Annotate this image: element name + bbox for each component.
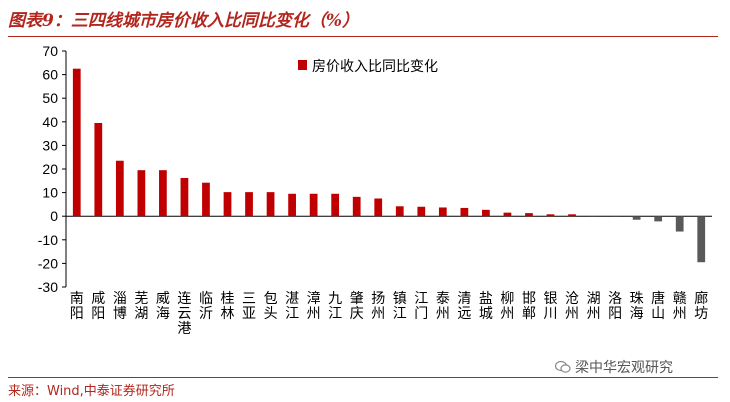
x-tick-label: 南阳	[70, 291, 84, 322]
x-tick-label: 三亚	[242, 291, 256, 322]
bar	[675, 216, 684, 232]
bar	[309, 193, 318, 217]
bar	[331, 193, 340, 217]
x-tick-label: 赣州	[673, 291, 687, 322]
y-tick-label: 60	[42, 67, 58, 83]
bar	[159, 170, 167, 217]
x-tick-label: 清远	[457, 291, 471, 322]
bar	[525, 213, 533, 217]
y-tick-label: -10	[38, 232, 58, 248]
source-note: 来源：Wind,中泰证券研究所	[8, 384, 175, 399]
x-tick-label: 芜湖	[134, 290, 148, 322]
bar	[223, 192, 232, 217]
x-tick-label: 连云港	[177, 291, 191, 337]
bar	[482, 209, 490, 217]
bar	[503, 212, 512, 217]
bar	[245, 192, 253, 217]
title-divider	[8, 36, 718, 37]
bar	[697, 216, 706, 263]
x-tick-label: 威海	[156, 291, 170, 322]
y-tick-label: 50	[42, 90, 58, 106]
bar	[654, 216, 663, 222]
bar	[589, 216, 598, 217]
y-tick-label: -20	[38, 255, 58, 271]
x-tick-label: 珠海	[630, 291, 644, 322]
x-tick-label: 唐山	[651, 290, 665, 322]
x-tick-label: 邯郸	[522, 291, 536, 322]
y-tick-label: -30	[38, 279, 58, 295]
y-tick-label: 10	[42, 185, 58, 201]
bar	[568, 214, 576, 217]
x-tick-label: 湖州	[587, 291, 601, 322]
y-tick-label: 0	[50, 208, 58, 224]
bar	[611, 216, 619, 217]
x-tick-label: 扬州	[371, 291, 385, 322]
chart-title: 图表9：三四线城市房价收入比同比变化（%）	[8, 11, 359, 31]
bar	[94, 122, 103, 217]
bar	[417, 206, 426, 217]
bar	[546, 214, 555, 217]
x-tick-label: 九江	[328, 291, 342, 322]
bar	[288, 193, 296, 217]
bar	[395, 206, 404, 217]
legend-label: 房价收入比同比变化	[312, 59, 438, 75]
wechat-icon	[554, 360, 571, 374]
bar	[72, 68, 81, 217]
x-tick-label: 咸阳	[91, 291, 105, 322]
bar	[137, 170, 146, 217]
x-tick-label: 镇江	[393, 291, 407, 322]
bar	[352, 196, 361, 217]
x-tick-label: 淄博	[113, 291, 127, 322]
bar	[632, 216, 641, 220]
x-tick-label: 肇庆	[350, 291, 364, 322]
x-tick-label: 湛江	[285, 291, 299, 322]
watermark-text: 梁中华宏观研究	[575, 360, 673, 376]
y-tick-label: 20	[42, 161, 58, 177]
bar	[374, 198, 383, 217]
legend-swatch	[298, 60, 307, 70]
bar	[460, 207, 469, 217]
bar	[266, 192, 275, 217]
x-tick-label: 江门	[414, 291, 428, 322]
bar	[180, 177, 189, 217]
y-tick-label: 30	[42, 137, 58, 153]
x-tick-label: 漳州	[307, 290, 321, 322]
bar	[438, 207, 447, 217]
x-tick-label: 银川	[544, 291, 558, 322]
x-tick-label: 泰州	[436, 291, 450, 322]
watermark: 梁中华宏观研究	[554, 357, 673, 377]
x-tick-label: 包头	[264, 291, 278, 322]
x-tick-label: 临沂	[199, 291, 213, 322]
bar	[202, 182, 210, 217]
x-tick-label: 廊坊	[694, 290, 708, 322]
x-tick-label: 洛阳	[608, 291, 622, 322]
bar	[115, 160, 124, 217]
x-tick-label: 柳州	[500, 290, 514, 322]
source-divider	[8, 377, 718, 378]
y-tick-label: 70	[42, 43, 58, 59]
x-tick-label: 桂林	[221, 291, 235, 322]
x-tick-label: 沧州	[565, 290, 579, 322]
y-tick-label: 40	[42, 114, 58, 130]
x-tick-label: 盐城	[479, 291, 493, 322]
